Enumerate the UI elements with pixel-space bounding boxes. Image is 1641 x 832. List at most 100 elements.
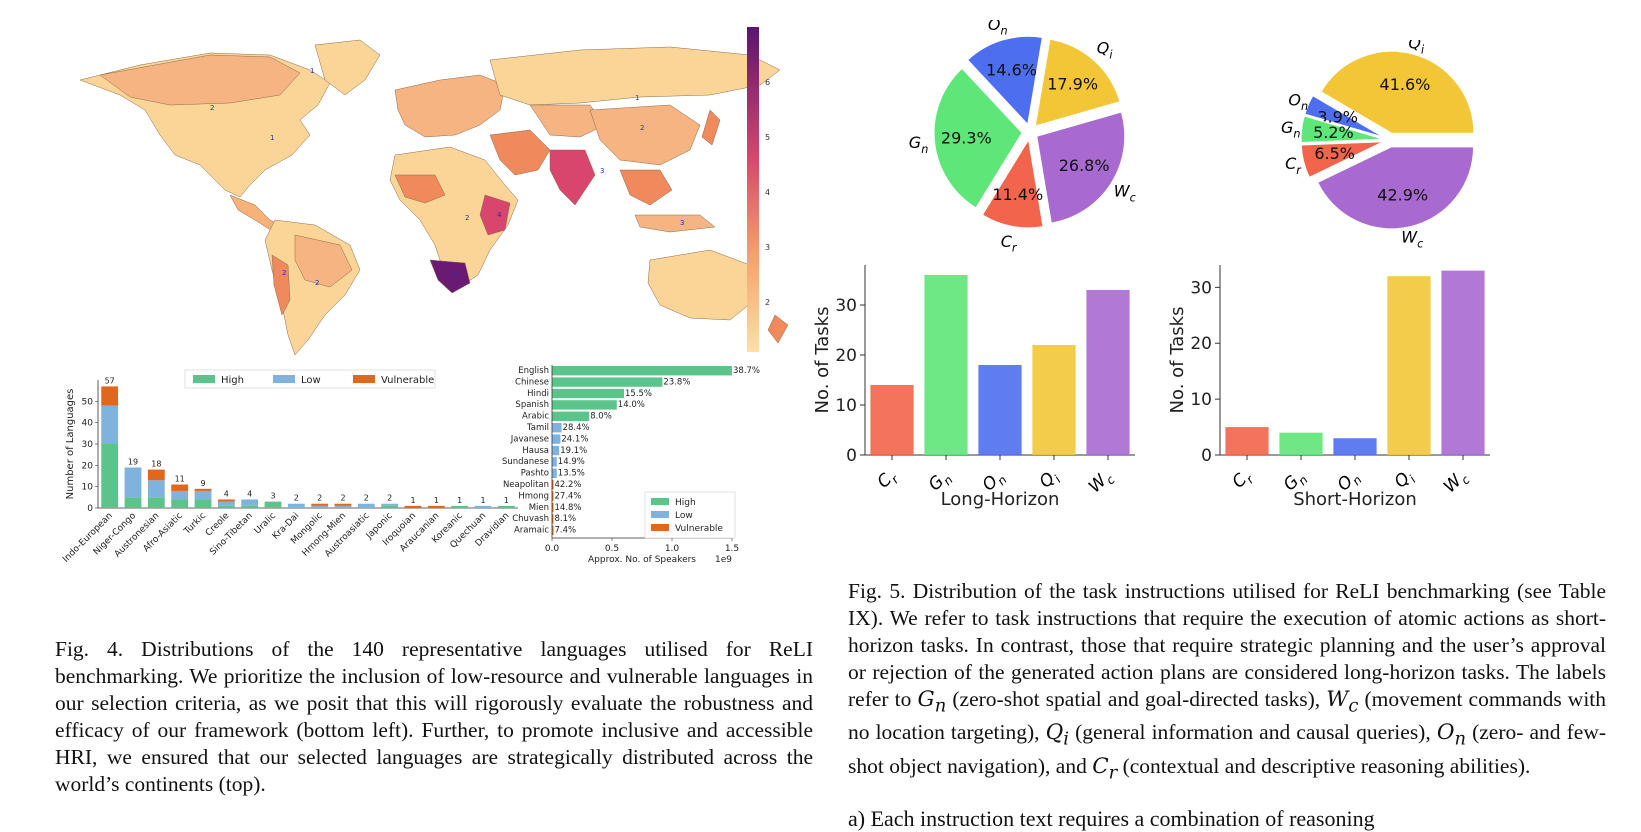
bar-value-label: 13.5% <box>558 469 585 479</box>
y-tick-label: 20 <box>835 346 857 366</box>
bar-segment <box>287 503 305 508</box>
y-tick-label: 10 <box>82 483 94 493</box>
bar-total-label: 4 <box>247 489 252 498</box>
map-label: 6 <box>453 271 458 279</box>
west-africa <box>394 174 446 204</box>
pie-slice <box>1036 111 1126 224</box>
y-tick-label: 30 <box>82 440 94 450</box>
math-symbol: Wc <box>1326 687 1359 717</box>
bar-segment <box>451 505 469 508</box>
east-africa <box>479 194 511 236</box>
x-tick-label: 1.0 <box>665 544 680 554</box>
south-africa <box>429 259 471 294</box>
map-label: 2 <box>282 269 286 277</box>
bar <box>1086 290 1130 455</box>
y-tick-label: 0 <box>87 504 93 514</box>
bar <box>552 434 561 444</box>
legend-swatch <box>353 375 375 383</box>
x-axis-exponent: 1e9 <box>715 555 732 565</box>
bar <box>1225 427 1269 455</box>
bar <box>552 388 624 399</box>
bar-value-label: 27.4% <box>555 491 582 501</box>
bar <box>1441 270 1485 455</box>
bar-total-label: 18 <box>151 460 161 469</box>
pie-percent-label: 6.5% <box>1314 144 1355 163</box>
bar-segment <box>241 505 259 508</box>
pie-percent-label: 14.6% <box>986 61 1037 80</box>
legend-swatch <box>273 375 295 383</box>
speakers-hbar-chart: English 38.7% Chinese 23.8% Hindi 15.5% Spanis… <box>502 365 760 565</box>
caption-text: (general information and causal queries)… <box>1075 720 1431 745</box>
y-tick-label: 40 <box>82 419 94 429</box>
bar-value-label: 14.0% <box>618 400 645 410</box>
map-label: 1 <box>635 94 639 102</box>
bar-segment <box>101 444 119 508</box>
bar-value-label: 38.7% <box>733 366 760 376</box>
pie-slice-label: Wc <box>1401 227 1423 250</box>
bar <box>552 525 554 535</box>
world-map: 1 2 1 1 2 3 4 2 6 2 2 3 6 5 4 3 2 <box>60 25 830 375</box>
pie-slice <box>933 67 1023 209</box>
andes-region <box>271 254 291 316</box>
bar-segment <box>217 505 235 508</box>
caption-text: (zero- and few-shot object navigation), … <box>848 720 1607 778</box>
pie-slice-label: Cr <box>1001 232 1018 255</box>
bar-segment <box>264 501 282 508</box>
caption-text: (movement commands with no location targ… <box>848 687 1607 745</box>
pie-slice <box>1300 141 1384 178</box>
legend-label: High <box>221 375 244 386</box>
bar-segment <box>217 501 235 506</box>
bar-segment <box>171 499 189 508</box>
map-label: 3 <box>680 219 684 227</box>
caption-text: (zero-shot spatial and goal-directed tas… <box>952 687 1321 711</box>
pie-slice <box>1034 38 1121 127</box>
legend-swatch <box>651 524 669 531</box>
pie-percent-label: 17.9% <box>1047 74 1098 93</box>
greenland <box>314 39 381 96</box>
map-label: 2 <box>210 104 214 112</box>
bar-value-label: 8.0% <box>590 412 612 422</box>
bar-segment <box>194 488 212 491</box>
map-label: 2 <box>640 124 644 132</box>
legend-box <box>184 369 436 389</box>
pie-long-horizon: 29.3% Gn 11.4% Cr 26.8%Wc 17.9% Qi 14.6% On <box>909 20 1136 255</box>
canada-region <box>99 54 301 106</box>
bar <box>552 366 732 376</box>
pie-percent-label: 11.4% <box>992 185 1043 204</box>
bar-segment <box>334 505 352 508</box>
bar-segment <box>194 490 212 500</box>
bar-total-label: 57 <box>105 376 115 385</box>
bar-total-label: 2 <box>294 494 299 503</box>
india <box>549 149 596 206</box>
bar-segment <box>171 484 189 491</box>
bar <box>552 423 562 433</box>
map-label: 3 <box>600 167 604 175</box>
pie-slice <box>981 138 1044 229</box>
bar-segment <box>217 499 235 502</box>
bar-value-label: 7.4% <box>555 526 577 536</box>
body-text-partial: a) Each instruction text requires a comb… <box>848 806 1375 831</box>
bar-total-label: 2 <box>387 494 392 503</box>
colorbar-tick: 4 <box>765 188 770 197</box>
bar <box>978 365 1022 455</box>
y-tick-label: 0 <box>1201 446 1212 466</box>
bar-total-label: 3 <box>270 492 275 501</box>
indonesia <box>634 214 716 233</box>
bar-segment <box>357 503 375 508</box>
math-symbol: Cr <box>1092 753 1118 783</box>
category-label: Tamil <box>526 423 549 433</box>
bar-segment <box>474 505 492 508</box>
bar <box>1333 438 1377 455</box>
pie-slice-label: On <box>1288 90 1308 113</box>
bar-segment <box>124 467 142 498</box>
x-axis-label: Approx. No. of Speakers <box>588 555 696 565</box>
y-tick-label: 10 <box>1190 390 1212 410</box>
bar-segment <box>404 505 422 508</box>
category-label: Arabic <box>522 412 549 422</box>
y-axis-label: No. of Tasks <box>1167 307 1188 414</box>
math-symbol: Qi <box>1045 720 1069 750</box>
russia <box>489 46 781 106</box>
category-label: Hausa <box>522 446 549 456</box>
